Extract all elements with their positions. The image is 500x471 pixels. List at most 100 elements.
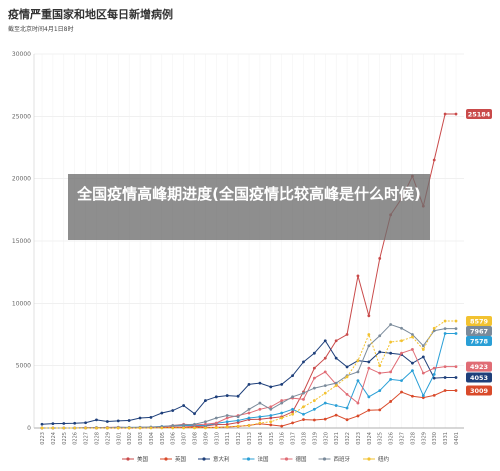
data-point — [258, 381, 262, 385]
legend-marker — [284, 457, 289, 461]
data-point — [312, 366, 316, 370]
x-tick-label: 0326 — [389, 432, 395, 445]
data-point — [247, 424, 251, 427]
x-tick-label: 0323 — [356, 432, 362, 445]
data-point — [443, 365, 447, 369]
data-point — [421, 355, 425, 359]
legend-label: 法国 — [258, 455, 270, 463]
chart-subtitle: 截至北京时间4月1日8时 — [8, 26, 74, 33]
data-point — [454, 319, 458, 323]
end-label: 4053 — [470, 374, 488, 382]
data-point — [105, 426, 109, 430]
data-point — [334, 413, 338, 417]
x-tick-label: 0320 — [323, 432, 329, 445]
data-point — [84, 426, 87, 430]
x-tick-label: 0330 — [432, 432, 438, 445]
x-tick-label: 0308 — [193, 432, 199, 445]
end-label-box — [466, 372, 492, 383]
data-point — [214, 421, 218, 425]
data-point — [171, 409, 175, 412]
data-point — [204, 420, 207, 424]
data-point — [95, 426, 98, 430]
data-point — [269, 385, 273, 389]
x-tick-label: 0303 — [138, 432, 144, 445]
data-point — [302, 397, 305, 401]
legend-label: 德国 — [296, 455, 308, 463]
data-point — [236, 424, 240, 428]
data-point — [432, 372, 436, 376]
data-point — [367, 395, 371, 399]
legend-label: 美国 — [137, 455, 149, 463]
x-tick-label: 0304 — [149, 432, 155, 445]
end-label: 7578 — [470, 337, 489, 345]
end-label-box — [466, 361, 492, 372]
data-point — [160, 426, 164, 430]
data-point — [193, 426, 196, 430]
data-point — [269, 405, 273, 409]
y-tick-label: 5000 — [16, 363, 31, 370]
data-point — [432, 366, 436, 370]
data-point — [204, 422, 207, 426]
data-point — [302, 412, 305, 416]
data-point — [258, 407, 262, 411]
data-point — [40, 422, 44, 426]
data-point — [378, 350, 382, 354]
x-tick-label: 0317 — [291, 432, 297, 445]
data-point — [95, 418, 98, 422]
data-point — [356, 414, 360, 418]
data-point — [269, 423, 273, 427]
overlay-banner: 全国疫情高峰期进度(全国疫情比较高峰是什么时候) — [68, 174, 430, 240]
x-tick-label: 0331 — [443, 432, 449, 445]
data-point — [291, 410, 294, 414]
legend-label: 西班牙 — [334, 455, 351, 463]
data-point — [432, 326, 436, 330]
data-point — [356, 370, 360, 374]
x-tick-label: 0312 — [236, 432, 242, 445]
data-point — [323, 356, 327, 360]
data-point — [204, 399, 207, 402]
data-point — [400, 326, 403, 330]
data-point — [291, 407, 294, 411]
data-point — [378, 334, 382, 338]
data-point — [378, 389, 382, 392]
data-point — [432, 393, 436, 397]
data-point — [334, 356, 338, 360]
data-point — [323, 384, 327, 388]
data-point — [62, 422, 66, 425]
x-tick-label: 0329 — [421, 432, 427, 445]
x-tick-label: 0314 — [258, 432, 264, 445]
data-point — [291, 421, 294, 425]
data-point — [302, 360, 305, 364]
data-point — [269, 416, 273, 420]
data-point — [127, 419, 131, 422]
data-point — [421, 371, 425, 375]
data-point — [367, 408, 371, 412]
y-tick-label: 20000 — [12, 176, 31, 183]
data-point — [214, 416, 218, 420]
data-point — [247, 382, 251, 386]
data-point — [389, 351, 393, 355]
y-tick-label: 15000 — [12, 238, 31, 245]
x-tick-label: 0223 — [40, 432, 46, 445]
data-point — [323, 401, 327, 405]
data-point — [312, 418, 316, 422]
end-label: 8579 — [470, 317, 489, 325]
x-tick-label: 0311 — [225, 432, 231, 445]
end-label: 4923 — [470, 363, 488, 371]
data-point — [400, 351, 403, 355]
data-point — [356, 379, 360, 383]
data-point — [127, 426, 131, 430]
data-point — [269, 407, 273, 411]
end-label-box — [466, 336, 492, 347]
data-point — [312, 351, 316, 355]
end-label-box — [466, 316, 492, 327]
data-point — [236, 419, 240, 422]
data-point — [204, 426, 207, 430]
legend-marker — [164, 457, 168, 461]
data-point — [258, 421, 262, 425]
data-point — [280, 401, 284, 405]
data-point — [367, 344, 371, 348]
data-point — [214, 395, 218, 399]
data-point — [323, 370, 327, 374]
